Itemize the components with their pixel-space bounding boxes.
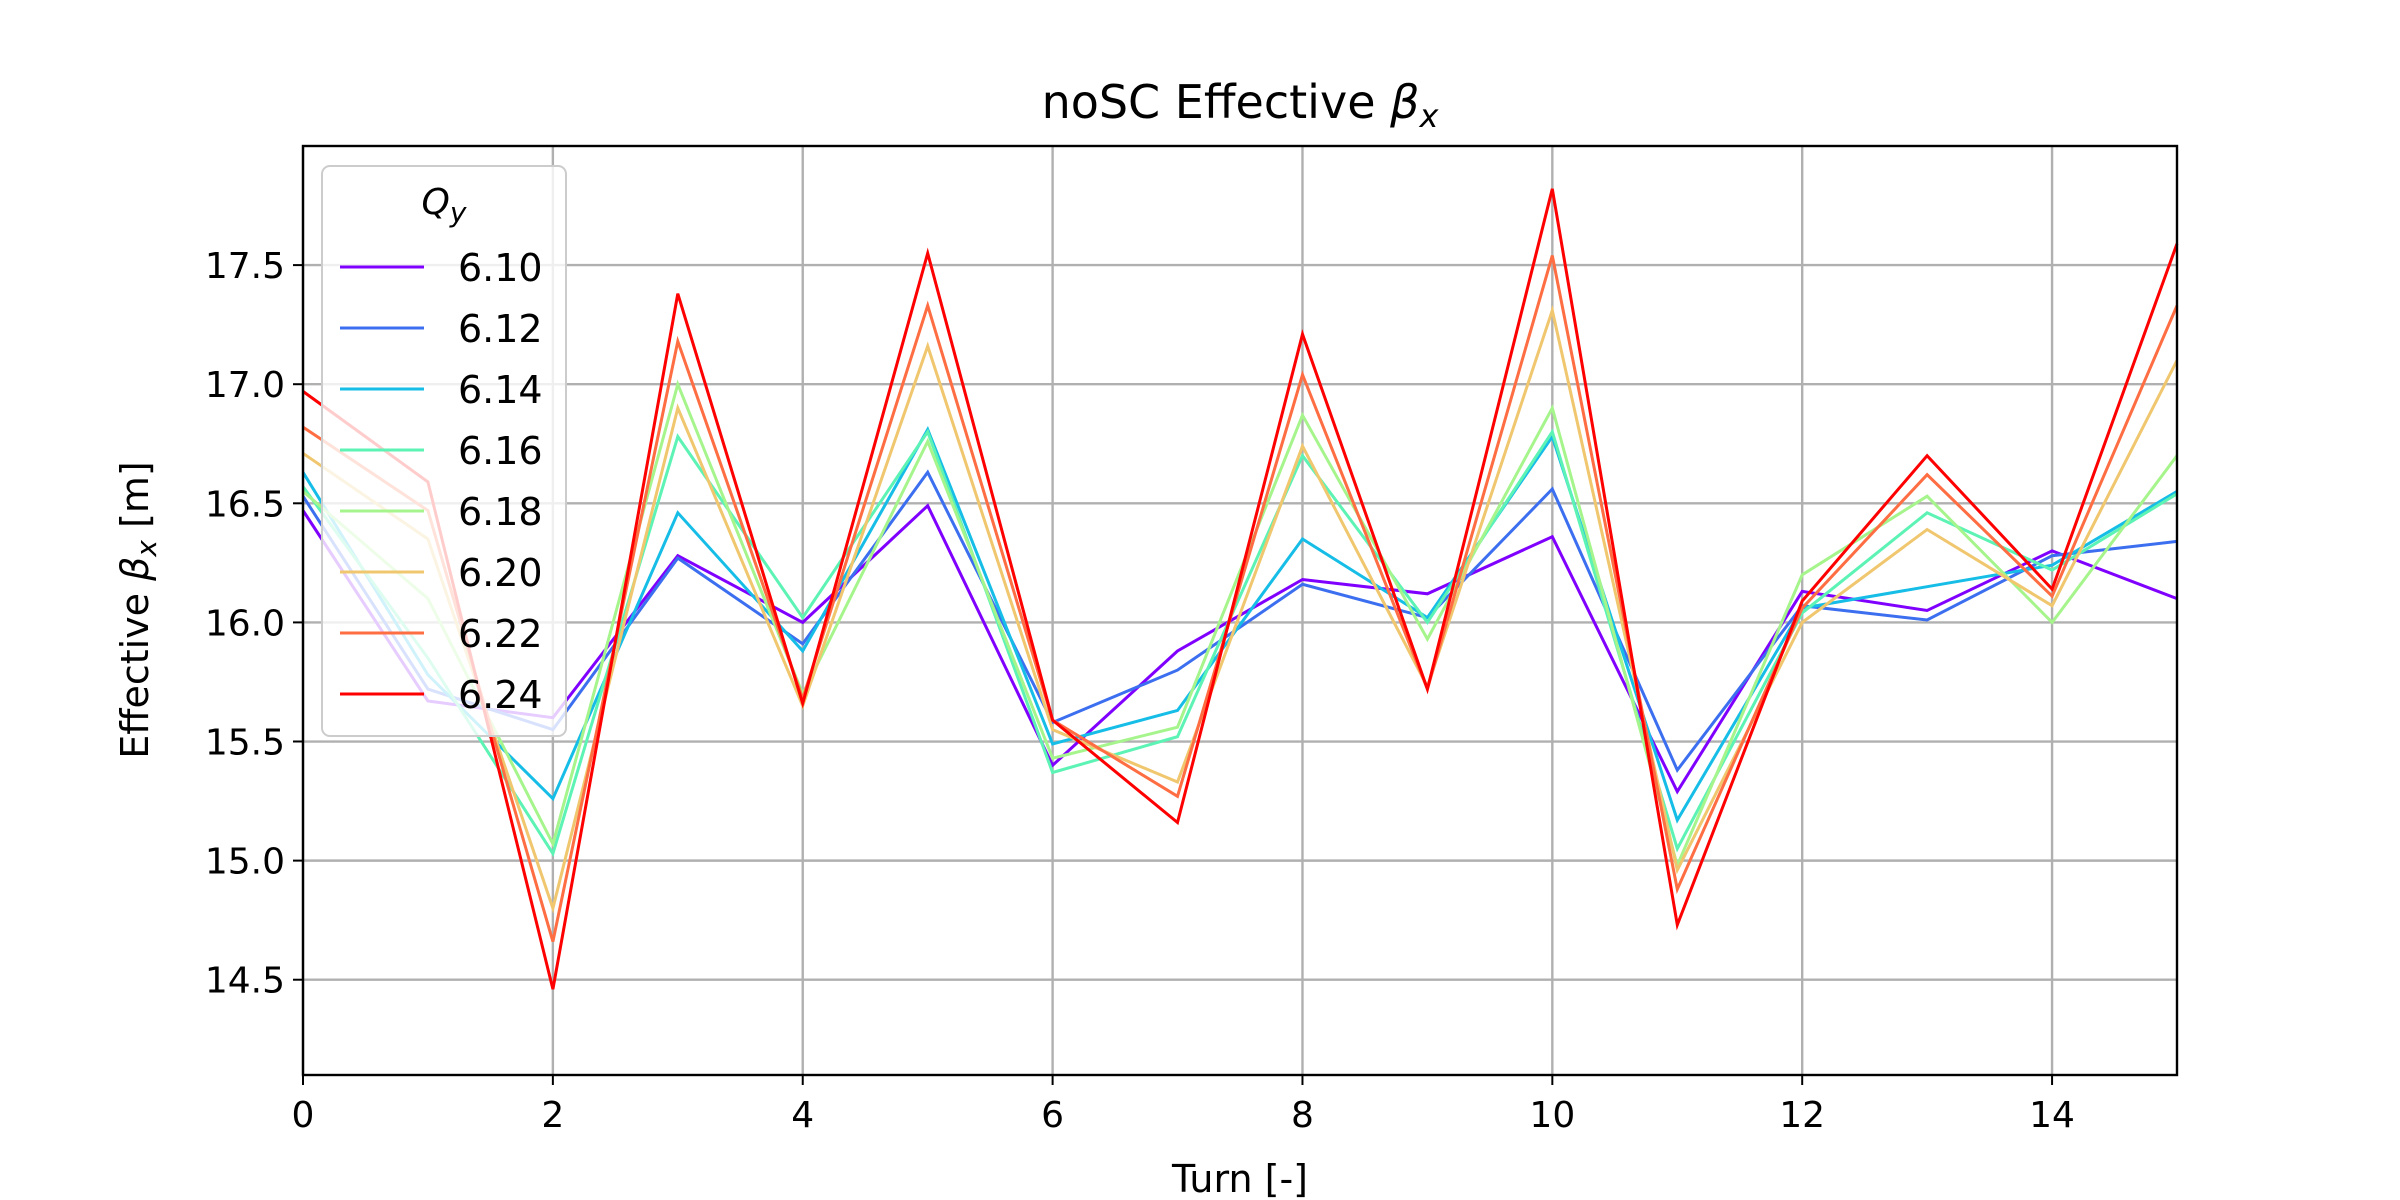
- series-line-6.18: [302, 379, 2179, 870]
- x-tick-label: 10: [1529, 1095, 1575, 1136]
- series-lines: [301, 188, 2179, 990]
- legend-label-6.10: 6.10: [458, 246, 543, 290]
- y-tick-label: 17.5: [205, 246, 285, 287]
- y-tick-label: 14.5: [205, 961, 285, 1002]
- legend-label-6.14: 6.14: [458, 368, 543, 412]
- x-tick-label: 2: [541, 1095, 564, 1136]
- x-tick-label: 12: [1779, 1095, 1825, 1136]
- x-tick-label: 4: [791, 1095, 814, 1136]
- legend-label-6.16: 6.16: [458, 429, 543, 473]
- legend-label-6.22: 6.22: [458, 612, 543, 656]
- y-tick-label: 16.5: [205, 484, 285, 525]
- y-tick-label: 15.0: [205, 842, 285, 883]
- legend-box: [321, 165, 567, 737]
- axis-ticks: 0 2 4 6 8 10 12 14 14.5 15.0 15.5 16.0 16.5 17.0 17.5: [205, 246, 2075, 1136]
- y-axis-label: Effective βx [m]: [113, 461, 163, 759]
- legend-label-6.24: 6.24: [458, 673, 543, 717]
- legend-label-6.20: 6.20: [458, 551, 543, 595]
- legend-label-6.18: 6.18: [458, 490, 543, 534]
- x-tick-label: 14: [2029, 1095, 2075, 1136]
- x-tick-label: 0: [292, 1095, 315, 1136]
- series-line-6.24: [302, 188, 2179, 990]
- chart-title: noSC Effective βx: [1042, 75, 1440, 135]
- legend-items: 6.10 6.12 6.14 6.16 6.18 6.20 6.22 6.24: [340, 246, 543, 717]
- legend-title: Qy: [422, 182, 467, 229]
- y-tick-label: 16.0: [205, 603, 285, 644]
- y-tick-label: 17.0: [205, 365, 285, 406]
- x-tick-label: 8: [1291, 1095, 1314, 1136]
- legend: Qy 6.10 6.12 6.14 6.16 6.18 6.20 6.22 6.24: [321, 165, 567, 737]
- legend-label-6.12: 6.12: [458, 307, 543, 351]
- x-tick-label: 6: [1041, 1095, 1064, 1136]
- x-axis-label: Turn [-]: [1171, 1157, 1308, 1200]
- series-line-6.20: [302, 304, 2179, 914]
- plot-frame: [301, 144, 2179, 1077]
- series-line-6.14: [301, 426, 2178, 824]
- y-tick-label: 15.5: [205, 723, 285, 764]
- grid-lines: [301, 146, 2177, 1075]
